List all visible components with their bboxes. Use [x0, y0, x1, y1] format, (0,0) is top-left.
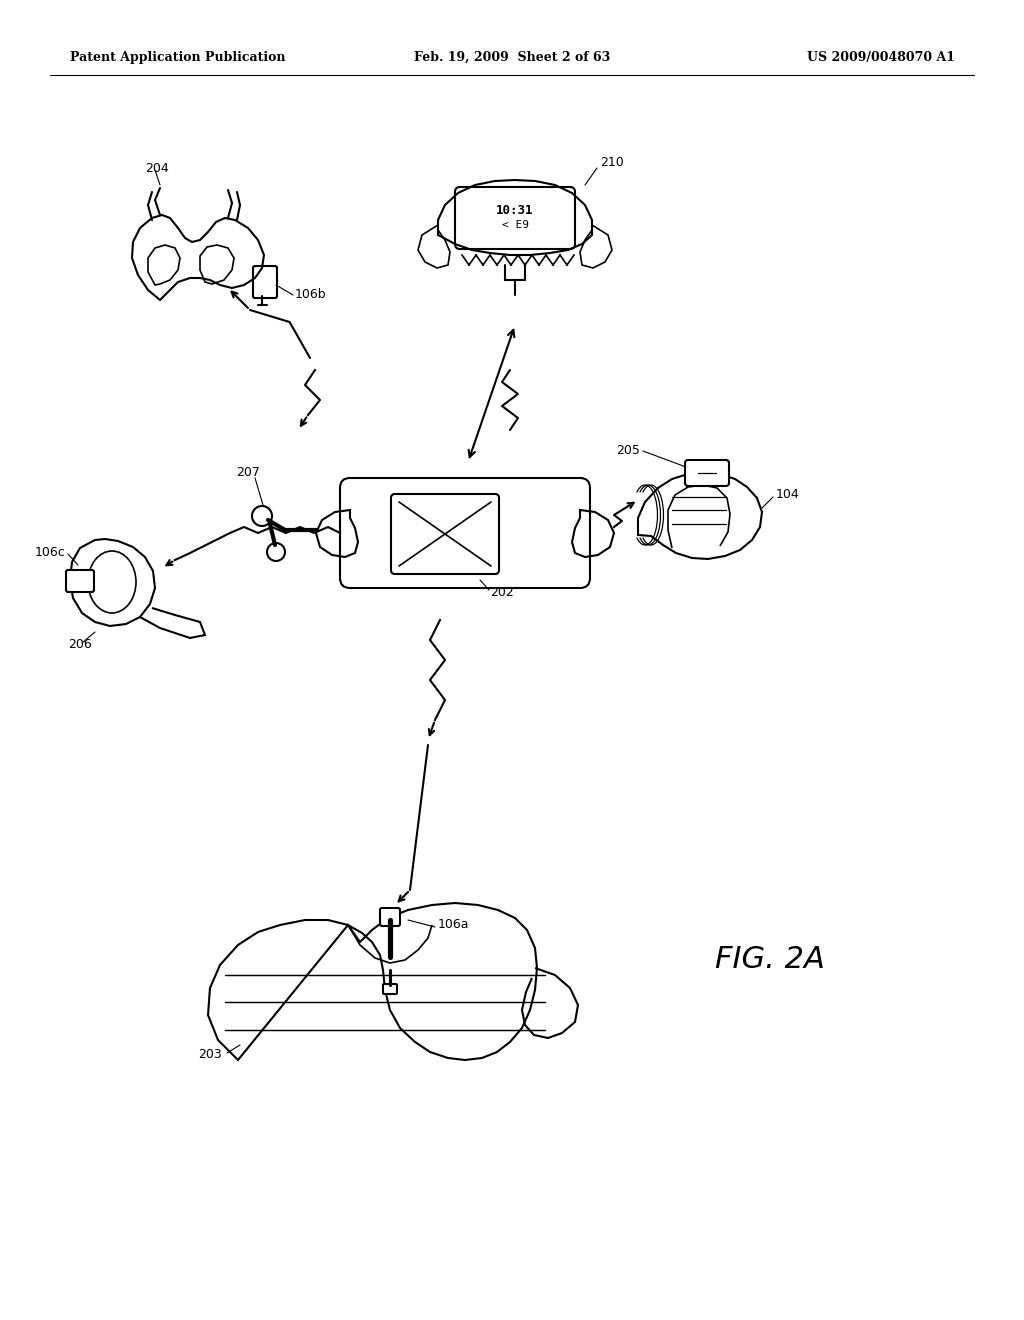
- Text: 206: 206: [68, 639, 92, 652]
- Text: Patent Application Publication: Patent Application Publication: [70, 50, 286, 63]
- Circle shape: [252, 506, 272, 525]
- Text: 205: 205: [616, 444, 640, 457]
- Text: US 2009/0048070 A1: US 2009/0048070 A1: [807, 50, 955, 63]
- FancyBboxPatch shape: [66, 570, 94, 591]
- Text: 203: 203: [199, 1048, 222, 1061]
- Text: 210: 210: [600, 157, 624, 169]
- Text: 207: 207: [237, 466, 260, 479]
- Text: Feb. 19, 2009  Sheet 2 of 63: Feb. 19, 2009 Sheet 2 of 63: [414, 50, 610, 63]
- Text: 202: 202: [490, 586, 514, 598]
- Text: 106a: 106a: [438, 919, 469, 932]
- Text: 106c: 106c: [34, 545, 65, 558]
- Text: 204: 204: [145, 161, 169, 174]
- FancyBboxPatch shape: [380, 908, 400, 927]
- Text: 10:31: 10:31: [497, 203, 534, 216]
- FancyBboxPatch shape: [383, 983, 397, 994]
- Text: < E9: < E9: [502, 220, 528, 230]
- Circle shape: [267, 543, 285, 561]
- FancyBboxPatch shape: [685, 459, 729, 486]
- Text: FIG. 2A: FIG. 2A: [715, 945, 825, 974]
- Text: 106b: 106b: [295, 289, 327, 301]
- Text: 104: 104: [776, 488, 800, 502]
